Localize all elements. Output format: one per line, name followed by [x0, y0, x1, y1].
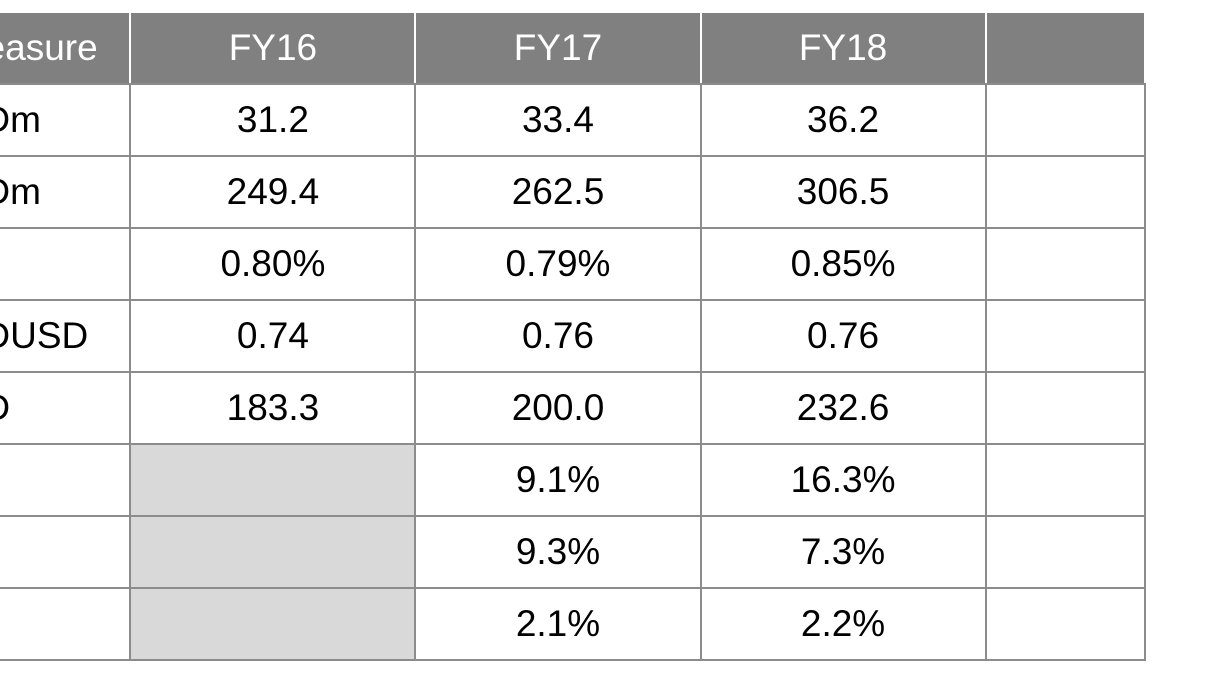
cell-extra	[984, 155, 1147, 229]
table-row: % 9.3% 7.3%	[0, 515, 1147, 589]
cell-fy17: 200.0	[414, 371, 702, 445]
cell-fy17: 33.4	[414, 83, 702, 157]
cell-extra	[984, 227, 1147, 301]
cell-fy16-blank	[129, 515, 417, 589]
row-unit: AUDUSD	[0, 299, 132, 373]
cell-fy18: 36.2	[699, 83, 987, 157]
cell-fy17: 9.1%	[414, 443, 702, 517]
cell-fy16: 31.2	[129, 83, 417, 157]
cell-fy16-blank	[129, 587, 417, 661]
cell-fy17: 0.76	[414, 299, 702, 373]
cell-fy18: 0.85%	[699, 227, 987, 301]
table-row: AUDm 249.4 262.5 306.5	[0, 155, 1147, 229]
header-measure: Measure	[0, 11, 132, 85]
row-unit: AUDm	[0, 155, 132, 229]
cell-fy18: 2.2%	[699, 587, 987, 661]
header-fy16: FY16	[129, 11, 417, 85]
table-row: % 9.1% 16.3%	[0, 443, 1147, 517]
cell-extra	[984, 371, 1147, 445]
row-unit: USD	[0, 371, 132, 445]
cell-fy16: 249.4	[129, 155, 417, 229]
cell-fy16: 183.3	[129, 371, 417, 445]
cell-fy16: 0.74	[129, 299, 417, 373]
cell-extra	[984, 299, 1147, 373]
data-table: Measure FY16 FY17 FY18 AUDm 31.2 33.4 36…	[0, 11, 1147, 661]
cell-fy18: 16.3%	[699, 443, 987, 517]
table-row: % 2.1% 2.2%	[0, 587, 1147, 661]
table-row: AUDm 31.2 33.4 36.2	[0, 83, 1147, 157]
cell-extra	[984, 515, 1147, 589]
header-fy17: FY17	[414, 11, 702, 85]
cell-fy17: 9.3%	[414, 515, 702, 589]
cell-fy17: 262.5	[414, 155, 702, 229]
table-row: AUDUSD 0.74 0.76 0.76	[0, 299, 1147, 373]
row-unit: %	[0, 443, 132, 517]
table-row: % 0.80% 0.79% 0.85%	[0, 227, 1147, 301]
header-row: Measure FY16 FY17 FY18	[0, 11, 1147, 85]
row-unit: %	[0, 227, 132, 301]
cell-fy16: 0.80%	[129, 227, 417, 301]
cell-fy18: 232.6	[699, 371, 987, 445]
cell-fy16-blank	[129, 443, 417, 517]
cell-fy18: 7.3%	[699, 515, 987, 589]
cell-fy17: 0.79%	[414, 227, 702, 301]
header-fy18: FY18	[699, 11, 987, 85]
row-unit: AUDm	[0, 83, 132, 157]
cell-fy18: 0.76	[699, 299, 987, 373]
header-extra	[984, 11, 1147, 85]
cell-fy17: 2.1%	[414, 587, 702, 661]
row-unit: %	[0, 587, 132, 661]
table-row: USD 183.3 200.0 232.6	[0, 371, 1147, 445]
cell-extra	[984, 83, 1147, 157]
cell-extra	[984, 443, 1147, 517]
cell-fy18: 306.5	[699, 155, 987, 229]
cell-extra	[984, 587, 1147, 661]
row-unit: %	[0, 515, 132, 589]
